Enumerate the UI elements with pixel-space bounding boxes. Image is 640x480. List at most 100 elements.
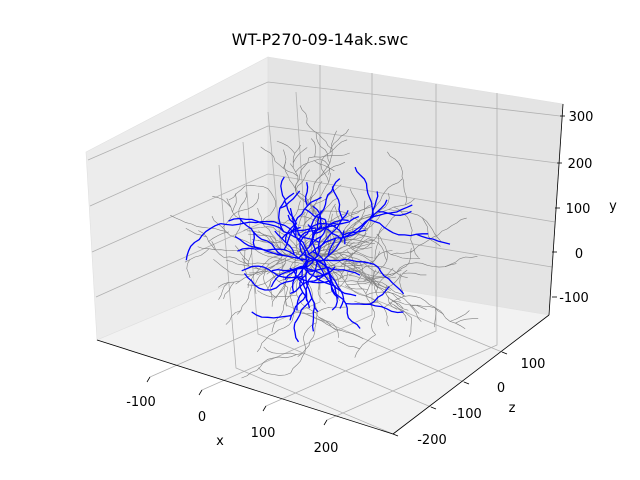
dendrite-trace: [366, 214, 382, 230]
dendrite-trace: [386, 250, 421, 259]
dendrite-trace: [223, 256, 270, 265]
y-axis: -100 0 100 200 300 y: [552, 110, 617, 306]
axon-trace: [305, 208, 326, 221]
dendrite-trace: [197, 246, 256, 251]
dendrite-trace: [251, 239, 276, 243]
axon-trace: [368, 218, 429, 237]
dendrite-trace: [276, 140, 295, 154]
dendrite-trace: [289, 163, 311, 206]
axon-trace: [279, 190, 301, 209]
dendrite-trace: [310, 252, 381, 271]
axon-trace: [316, 210, 322, 230]
axon-trace: [317, 219, 328, 252]
axon-trace: [278, 192, 295, 232]
dendrite-trace: [248, 233, 273, 237]
dendrite-trace: [345, 215, 378, 240]
dendrite-trace: [392, 262, 457, 276]
axon-trace: [270, 257, 315, 288]
dendrite-trace: [315, 132, 331, 164]
dendrite-trace: [354, 300, 378, 304]
dendrite-trace: [352, 243, 375, 250]
dendrite-trace: [377, 286, 401, 302]
axon-trace: [312, 205, 323, 229]
dendrite-trace: [225, 310, 241, 325]
dendrite-trace: [198, 230, 216, 250]
axon-trace: [234, 236, 307, 261]
axon-trace: [251, 311, 292, 319]
dendrite-trace: [354, 334, 376, 358]
dendrite-trace: [222, 193, 260, 228]
axon-trace: [303, 253, 345, 309]
dendrite-trace: [277, 251, 298, 297]
axon-trace: [354, 166, 375, 217]
dendrite-trace: [234, 191, 247, 238]
neuron-traces: [170, 105, 479, 379]
dendrite-trace: [333, 250, 393, 281]
axon-trace: [311, 225, 323, 257]
dendrite-trace: [363, 233, 388, 282]
dendrite-trace: [299, 105, 308, 124]
axon-trace: [308, 228, 317, 247]
y-tick-label: 0: [575, 247, 583, 262]
dendrite-trace: [360, 193, 390, 220]
dendrite-trace: [346, 212, 368, 231]
dendrite-trace: [266, 273, 279, 291]
axon-trace: [309, 254, 361, 329]
dendrite-trace: [184, 248, 210, 263]
axon-trace: [307, 210, 349, 263]
x-tick-label: -100: [126, 395, 156, 410]
axon-trace: [326, 266, 361, 276]
axon-trace: [293, 323, 300, 343]
axon-trace: [296, 291, 304, 311]
axon-trace: [342, 229, 367, 236]
dendrite-trace: [374, 227, 382, 261]
dendrite-trace: [345, 238, 369, 244]
dendrite-trace: [241, 353, 303, 379]
axon-trace: [228, 217, 311, 257]
z-tick-label: -200: [417, 433, 447, 448]
dendrite-trace: [283, 149, 287, 169]
axon-trace: [312, 251, 339, 299]
axon-trace: [305, 260, 319, 313]
dendrite-trace: [411, 304, 444, 315]
dendrite-trace: [234, 245, 249, 262]
x-tick-label: 200: [314, 441, 339, 456]
dendrite-trace: [253, 248, 281, 259]
dendrite-trace: [284, 161, 328, 252]
dendrite-trace: [302, 172, 331, 263]
dendrite-trace: [345, 231, 361, 247]
dendrite-trace: [320, 139, 348, 183]
dendrite-trace: [365, 291, 420, 314]
dendrite-trace: [271, 276, 302, 333]
dendrite-trace: [388, 302, 412, 319]
axon-trace: [299, 178, 341, 256]
dendrite-trace: [348, 245, 372, 249]
axon-trace: [241, 265, 265, 272]
dendrite-trace: [374, 283, 379, 303]
z-tick-label: 0: [497, 381, 505, 396]
dendrite-trace: [290, 322, 317, 374]
dendrite-trace: [217, 280, 241, 288]
axon-trace: [291, 268, 298, 293]
z-axis: -200 -100 0 100 z: [392, 351, 546, 448]
dendrite-trace: [357, 262, 364, 281]
axon-trace: [331, 215, 360, 225]
dendrite-trace: [348, 275, 373, 281]
axon-trace: [274, 230, 295, 255]
dendrite-trace: [218, 282, 229, 300]
axon-trace: [294, 196, 322, 237]
dendrite-trace: [410, 217, 467, 254]
dendrite-trace: [208, 231, 229, 242]
dendrite-trace: [170, 215, 226, 232]
dendrite-trace: [390, 250, 415, 255]
dendrite-trace: [186, 259, 191, 278]
dendrite-trace: [385, 273, 402, 289]
dendrite-trace: [402, 272, 427, 276]
axon-trace: [237, 247, 304, 262]
axon-trace: [416, 233, 451, 245]
dendrite-trace: [278, 258, 286, 277]
x-axis: -100 0 100 200 x: [126, 376, 339, 456]
axon-trace: [369, 191, 379, 220]
z-tick-label: 100: [521, 357, 546, 372]
dendrite-trace: [444, 256, 478, 267]
